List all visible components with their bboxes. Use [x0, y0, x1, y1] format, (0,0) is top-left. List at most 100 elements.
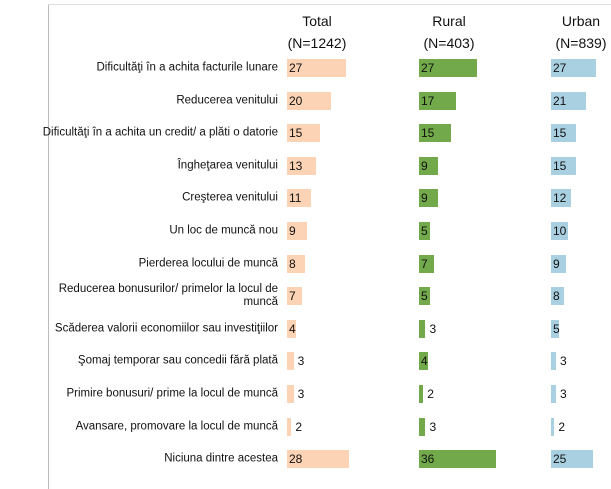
- bar: [419, 59, 478, 77]
- series-n: (N=403): [423, 35, 475, 51]
- category-label: Creşterea venitului: [182, 191, 278, 204]
- bar: [287, 254, 305, 273]
- bar: [419, 450, 497, 469]
- bar: [287, 352, 294, 371]
- bar: [551, 59, 597, 77]
- series-n: (N=1242): [287, 35, 347, 51]
- value-label: 15: [289, 126, 303, 141]
- value-label: 36: [421, 452, 435, 467]
- series-name: Rural: [432, 13, 466, 29]
- value-label: 21: [553, 93, 567, 108]
- category-label: Scăderea valorii economiilor sau investi…: [54, 322, 278, 335]
- bar: [551, 417, 555, 436]
- value-label: 7: [421, 256, 428, 271]
- bar: [419, 156, 439, 175]
- bar: [287, 222, 307, 240]
- bar: [287, 319, 296, 338]
- value-label: 9: [421, 158, 428, 173]
- series-name: Urban: [561, 13, 601, 29]
- bar: [551, 450, 593, 469]
- bar: [551, 385, 556, 403]
- bar: [551, 156, 577, 175]
- category-label: Îngheţarea venitului: [177, 159, 278, 172]
- value-label: 9: [421, 191, 428, 206]
- bar: [419, 287, 430, 306]
- bar: [551, 222, 568, 240]
- category-label: Un loc de muncă nou: [169, 224, 278, 237]
- value-label: 4: [289, 321, 296, 336]
- value-label: 3: [560, 387, 567, 401]
- bar: [419, 222, 430, 240]
- value-label: 15: [553, 126, 567, 141]
- value-label: 17: [421, 93, 435, 108]
- category-label: Niciuna dintre acestea: [164, 452, 278, 465]
- value-label: 3: [297, 354, 305, 369]
- bar: [287, 59, 347, 77]
- bar: [287, 91, 331, 110]
- value-label: 27: [289, 61, 303, 75]
- value-label: 3: [560, 354, 567, 369]
- bar: [287, 287, 303, 306]
- value-label: 12: [553, 191, 567, 206]
- bar: [551, 287, 565, 306]
- bar: [287, 189, 312, 208]
- category-label: Reducerea venitului: [176, 94, 278, 107]
- category-label: Dificultăţi în a achita un credit/ a plă…: [42, 126, 278, 139]
- value-label: 27: [553, 61, 567, 75]
- bar: [419, 91, 456, 110]
- value-label: 25: [553, 452, 567, 467]
- bar: [551, 352, 556, 371]
- value-label: 4: [421, 354, 428, 369]
- value-label: 2: [295, 419, 303, 434]
- category-label: Reducerea bonusurilor/ primelor la locul…: [58, 283, 278, 309]
- category-label: Pierderea locului de muncă: [138, 257, 278, 270]
- bar: [551, 254, 567, 273]
- bar: [287, 417, 292, 436]
- value-label: 15: [421, 126, 435, 141]
- value-label: 9: [289, 224, 296, 238]
- bar: [419, 417, 426, 436]
- bar: [419, 189, 439, 208]
- value-label: 3: [297, 387, 305, 401]
- value-label: 2: [558, 419, 566, 434]
- value-label: 8: [553, 289, 560, 304]
- bar: [551, 124, 577, 143]
- value-label: 15: [553, 158, 567, 173]
- value-label: 5: [553, 321, 560, 336]
- series-name: Total: [302, 13, 332, 29]
- bar: [419, 352, 428, 371]
- bar: [287, 385, 294, 403]
- value-label: 5: [421, 224, 428, 238]
- bar: [419, 254, 435, 273]
- category-label: Primire bonusuri/ prime la locul de munc…: [66, 387, 278, 400]
- value-label: 8: [289, 256, 296, 271]
- category-label: Avansare, promovare la locul de muncă: [75, 420, 278, 433]
- value-label: 3: [429, 321, 437, 336]
- bar: [551, 91, 587, 110]
- bar: [551, 319, 560, 338]
- bar: [551, 189, 572, 208]
- value-label: 11: [289, 191, 302, 206]
- category-label: Dificultăţi în a achita facturile lunare: [96, 61, 278, 74]
- value-label: 20: [289, 93, 303, 108]
- value-label: 10: [553, 224, 567, 238]
- value-label: 7: [289, 289, 296, 304]
- bar: [287, 124, 320, 143]
- value-label: 5: [421, 289, 428, 304]
- bar: [419, 385, 424, 403]
- bar: [287, 450, 349, 469]
- bar: [419, 319, 426, 338]
- frame-line: [48, 4, 611, 5]
- value-label: 9: [553, 256, 560, 271]
- frame-line: [48, 4, 49, 489]
- series-n: (N=839): [555, 35, 607, 51]
- value-label: 13: [289, 158, 303, 173]
- value-label: 2: [427, 387, 434, 401]
- value-label: 28: [289, 452, 303, 467]
- bar: [287, 156, 316, 175]
- category-label: Şomaj temporar sau concedii fără plată: [77, 354, 278, 367]
- value-label: 27: [421, 61, 435, 75]
- bar: [419, 124, 452, 143]
- value-label: 3: [429, 419, 437, 434]
